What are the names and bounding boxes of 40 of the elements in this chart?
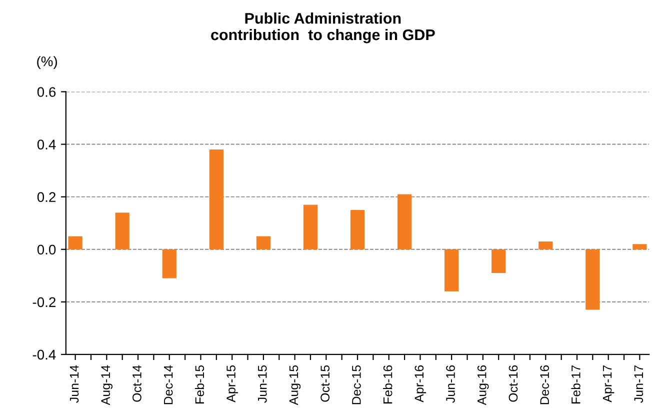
y-tick-label: 0.4 [37, 140, 56, 150]
x-tick-label: Jun-14 [70, 365, 79, 403]
bar [397, 194, 412, 250]
x-tick-label: Jun-17 [634, 365, 644, 403]
x-tick-label: Apr-16 [414, 365, 426, 402]
x-tick-label: Dec-14 [164, 365, 173, 404]
bar [586, 249, 600, 310]
x-tick-label: Dec-15 [352, 365, 361, 404]
bar [538, 241, 553, 250]
y-tick-label: -0.4 [32, 350, 56, 360]
bar [68, 236, 82, 250]
bar [350, 210, 365, 250]
bar [256, 236, 270, 250]
x-tick-label: Oct-14 [132, 365, 142, 402]
y-tick-label: 0.6 [37, 87, 56, 97]
x-tick-label: Oct-16 [508, 365, 518, 402]
bar [492, 249, 506, 274]
chart-title: Public Administration contribution to change in GDP [211, 12, 435, 44]
x-tick-label: Apr-17 [602, 365, 614, 402]
bar [115, 212, 130, 250]
x-tick-label: Aug-15 [289, 365, 301, 406]
bar [209, 150, 224, 250]
bar [303, 204, 318, 250]
y-tick-label: 0.0 [37, 244, 56, 255]
x-tick-label: Oct-15 [320, 365, 330, 402]
x-tick-label: Dec-16 [540, 365, 549, 404]
x-tick-label: Feb-16 [383, 365, 392, 404]
y-tick-label: 0.2 [37, 192, 56, 202]
x-tick-label: Jun-15 [258, 365, 267, 403]
y-tick-label: -0.2 [32, 297, 56, 308]
x-tick-label: Aug-14 [101, 365, 112, 406]
x-tick-label: Feb-17 [571, 365, 580, 404]
x-tick-label: Feb-15 [194, 365, 204, 404]
y-axis-title: (%) [37, 56, 57, 70]
bar [632, 244, 647, 250]
x-tick-label: Aug-16 [477, 365, 489, 406]
x-tick-label: Apr-15 [226, 365, 238, 402]
bar [162, 249, 176, 278]
bar [444, 249, 459, 292]
x-tick-label: Jun-16 [446, 365, 455, 403]
